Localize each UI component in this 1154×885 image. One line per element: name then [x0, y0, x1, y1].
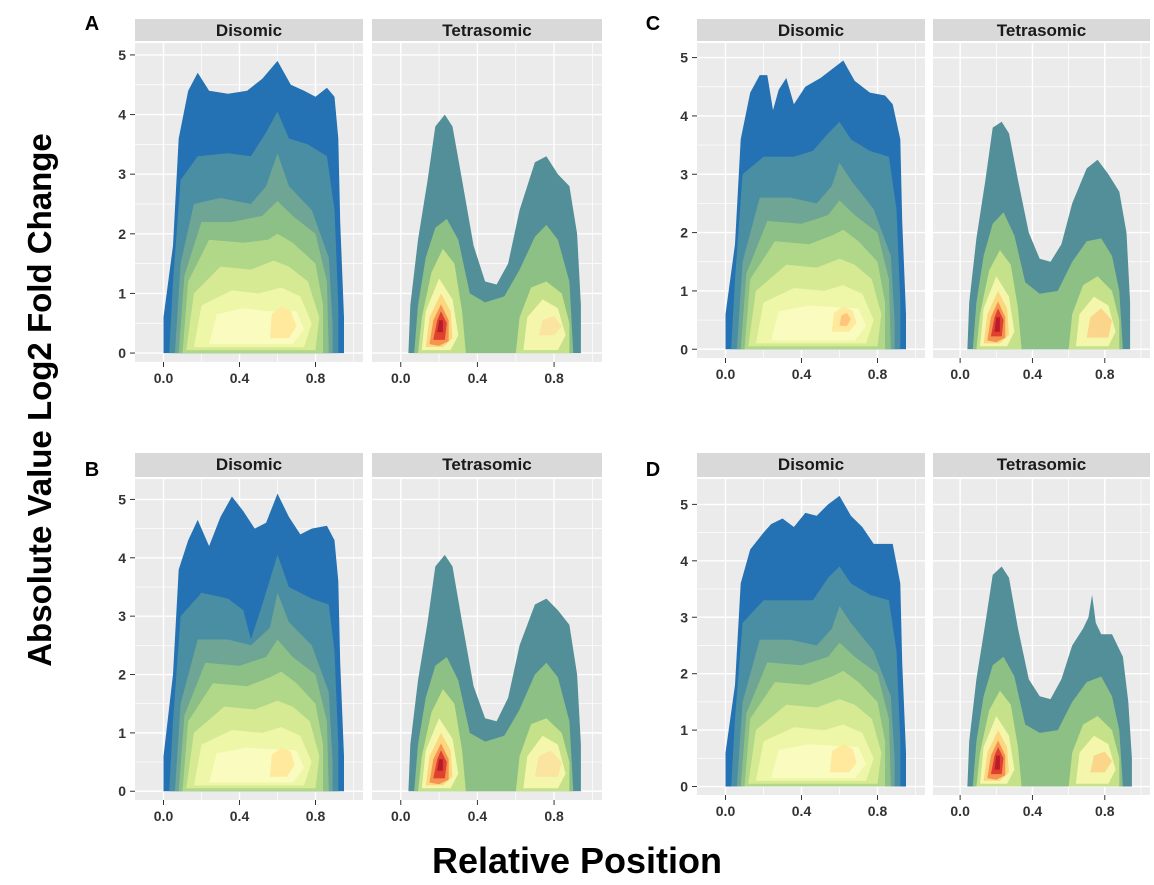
y-tick-label: 5 [118, 47, 126, 63]
x-tick-label: 0.0 [716, 366, 736, 382]
panel-label: C [646, 13, 660, 35]
panel-label: B [85, 459, 99, 481]
x-tick-label: 0.4 [230, 808, 250, 824]
y-axis-title-text: Absolute Value Log2 Fold Change [21, 133, 58, 667]
panel-a: A Disomic 0.0 0.4 0.8 0 1 2 3 4 5 Tetrasomic 0.0 0.4 0… [85, 13, 602, 386]
density-level-9 [269, 747, 295, 777]
density-level-9 [269, 306, 297, 339]
density-level-10 [839, 313, 851, 326]
facet-strip [135, 19, 363, 41]
y-tick-label: 4 [118, 550, 126, 566]
y-tick-label: 1 [680, 722, 688, 738]
x-tick-label: 0.8 [306, 370, 326, 386]
facet-strip [697, 19, 925, 41]
facet-strip-label: Tetrasomic [442, 21, 531, 40]
facet-tetrasomic: Tetrasomic 0.0 0.4 0.8 [372, 19, 602, 386]
facet-strip [933, 453, 1150, 477]
x-tick-label: 0.8 [306, 808, 326, 824]
panel-label: A [85, 13, 99, 35]
y-tick-label: 3 [118, 166, 126, 182]
panel-c: C Disomic 0.0 0.4 0.8 0 1 2 3 4 5 Tetrasomic 0.0 0.4 0… [646, 13, 1150, 382]
facet-strip-label: Disomic [216, 21, 282, 40]
x-tick-label: 0.8 [1095, 366, 1115, 382]
density-level-8 [994, 317, 1000, 332]
x-tick-label: 0.4 [792, 366, 812, 382]
facet-strip-label: Tetrasomic [442, 455, 531, 474]
facet-strip [372, 19, 602, 41]
facet-tetrasomic: Tetrasomic 0.0 0.4 0.8 [372, 453, 602, 824]
facet-strip [135, 453, 363, 477]
y-tick-label: 5 [680, 50, 688, 66]
facet-tetrasomic: Tetrasomic 0.0 0.4 0.8 [933, 19, 1150, 382]
x-tick-label: 0.8 [868, 366, 888, 382]
y-tick-label: 0 [680, 341, 688, 357]
facet-disomic: Disomic 0.0 0.4 0.8 0 1 2 3 4 5 [118, 19, 363, 386]
facet-strip [372, 453, 602, 477]
x-tick-label: 0.0 [950, 366, 970, 382]
x-tick-label: 0.4 [468, 370, 488, 386]
facet-strip-label: Disomic [778, 455, 844, 474]
y-tick-label: 2 [680, 666, 688, 682]
y-tick-label: 0 [118, 345, 126, 361]
y-tick-label: 1 [118, 725, 126, 741]
x-tick-label: 0.4 [792, 803, 812, 819]
y-tick-label: 3 [680, 166, 688, 182]
panel-b: B Disomic 0.0 0.4 0.8 0 1 2 3 4 5 Tetrasomic 0.0 0.4 0… [85, 453, 602, 824]
y-tick-label: 0 [680, 779, 688, 795]
panel-d: D Disomic 0.0 0.4 0.8 0 1 2 3 4 5 Tetrasomic 0.0 0.4 0… [646, 453, 1150, 819]
density-level-8 [994, 755, 1000, 770]
x-tick-label: 0.8 [1095, 803, 1115, 819]
facet-strip-label: Tetrasomic [997, 455, 1086, 474]
x-tick-label: 0.0 [154, 808, 174, 824]
y-tick-label: 1 [680, 283, 688, 299]
x-tick-label: 0.4 [230, 370, 250, 386]
facet-strip [933, 19, 1150, 41]
x-tick-label: 0.0 [391, 808, 411, 824]
y-tick-label: 4 [680, 553, 688, 569]
density-level-8 [437, 320, 443, 333]
facet-disomic: Disomic 0.0 0.4 0.8 0 1 2 3 4 5 [680, 19, 925, 382]
x-tick-label: 0.4 [468, 808, 488, 824]
x-tick-label: 0.4 [1023, 803, 1043, 819]
x-axis-title: Relative Position [431, 840, 723, 881]
x-tick-label: 0.0 [154, 370, 174, 386]
panel-label: D [646, 459, 660, 481]
x-tick-label: 0.0 [391, 370, 411, 386]
y-tick-label: 3 [680, 609, 688, 625]
y-tick-label: 2 [118, 226, 126, 242]
x-tick-label: 0.8 [544, 370, 564, 386]
y-tick-label: 5 [118, 491, 126, 507]
facet-strip-label: Disomic [216, 455, 282, 474]
y-tick-label: 4 [118, 107, 126, 123]
density-level-5 [1090, 751, 1112, 773]
x-tick-label: 0.0 [716, 803, 736, 819]
x-tick-label: 0.8 [868, 803, 888, 819]
y-tick-label: 1 [118, 285, 126, 301]
x-tick-label: 0.0 [950, 803, 970, 819]
y-tick-label: 5 [680, 496, 688, 512]
density-level-5 [1086, 308, 1112, 338]
y-tick-label: 2 [680, 225, 688, 241]
facet-tetrasomic: Tetrasomic 0.0 0.4 0.8 [933, 453, 1150, 819]
x-tick-label: 0.4 [1023, 366, 1043, 382]
facet-strip [697, 453, 925, 477]
facet-disomic: Disomic 0.0 0.4 0.8 0 1 2 3 4 5 [680, 453, 925, 819]
density-level-5 [538, 316, 562, 336]
y-tick-label: 0 [118, 783, 126, 799]
y-tick-label: 3 [118, 608, 126, 624]
facet-disomic: Disomic 0.0 0.4 0.8 0 1 2 3 4 5 [118, 453, 363, 824]
facet-strip-label: Disomic [778, 21, 844, 40]
density-level-9 [830, 743, 857, 773]
y-tick-label: 2 [118, 667, 126, 683]
facet-strip-label: Tetrasomic [997, 21, 1086, 40]
x-tick-label: 0.8 [544, 808, 564, 824]
y-tick-label: 4 [680, 108, 688, 124]
density-level-8 [437, 759, 443, 771]
density-level-5 [534, 750, 562, 777]
